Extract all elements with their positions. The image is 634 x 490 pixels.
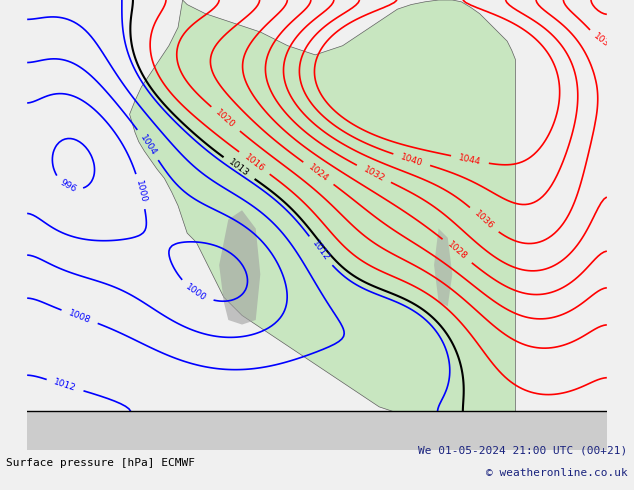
- Polygon shape: [129, 0, 515, 412]
- Text: 996: 996: [58, 178, 77, 195]
- Text: 1004: 1004: [138, 133, 158, 157]
- Text: 1000: 1000: [134, 179, 148, 204]
- Text: 1013: 1013: [227, 158, 251, 179]
- Text: 1032: 1032: [592, 32, 616, 53]
- FancyBboxPatch shape: [27, 412, 607, 450]
- Text: 1000: 1000: [184, 282, 208, 303]
- Text: 1040: 1040: [399, 152, 424, 168]
- Polygon shape: [434, 228, 452, 306]
- Text: We 01-05-2024 21:00 UTC (00+21): We 01-05-2024 21:00 UTC (00+21): [418, 446, 628, 456]
- Text: © weatheronline.co.uk: © weatheronline.co.uk: [486, 468, 628, 478]
- Text: 1012: 1012: [310, 239, 331, 263]
- Text: 1024: 1024: [307, 163, 330, 184]
- Text: 1016: 1016: [243, 152, 266, 173]
- Text: 1012: 1012: [53, 377, 77, 393]
- Text: 1036: 1036: [472, 209, 496, 231]
- Polygon shape: [219, 210, 261, 324]
- Text: 1020: 1020: [214, 108, 237, 130]
- Text: 1044: 1044: [458, 153, 482, 167]
- Text: 1032: 1032: [361, 165, 386, 183]
- Text: Surface pressure [hPa] ECMWF: Surface pressure [hPa] ECMWF: [6, 458, 195, 468]
- Text: 1008: 1008: [67, 308, 92, 325]
- Text: 1028: 1028: [446, 240, 469, 262]
